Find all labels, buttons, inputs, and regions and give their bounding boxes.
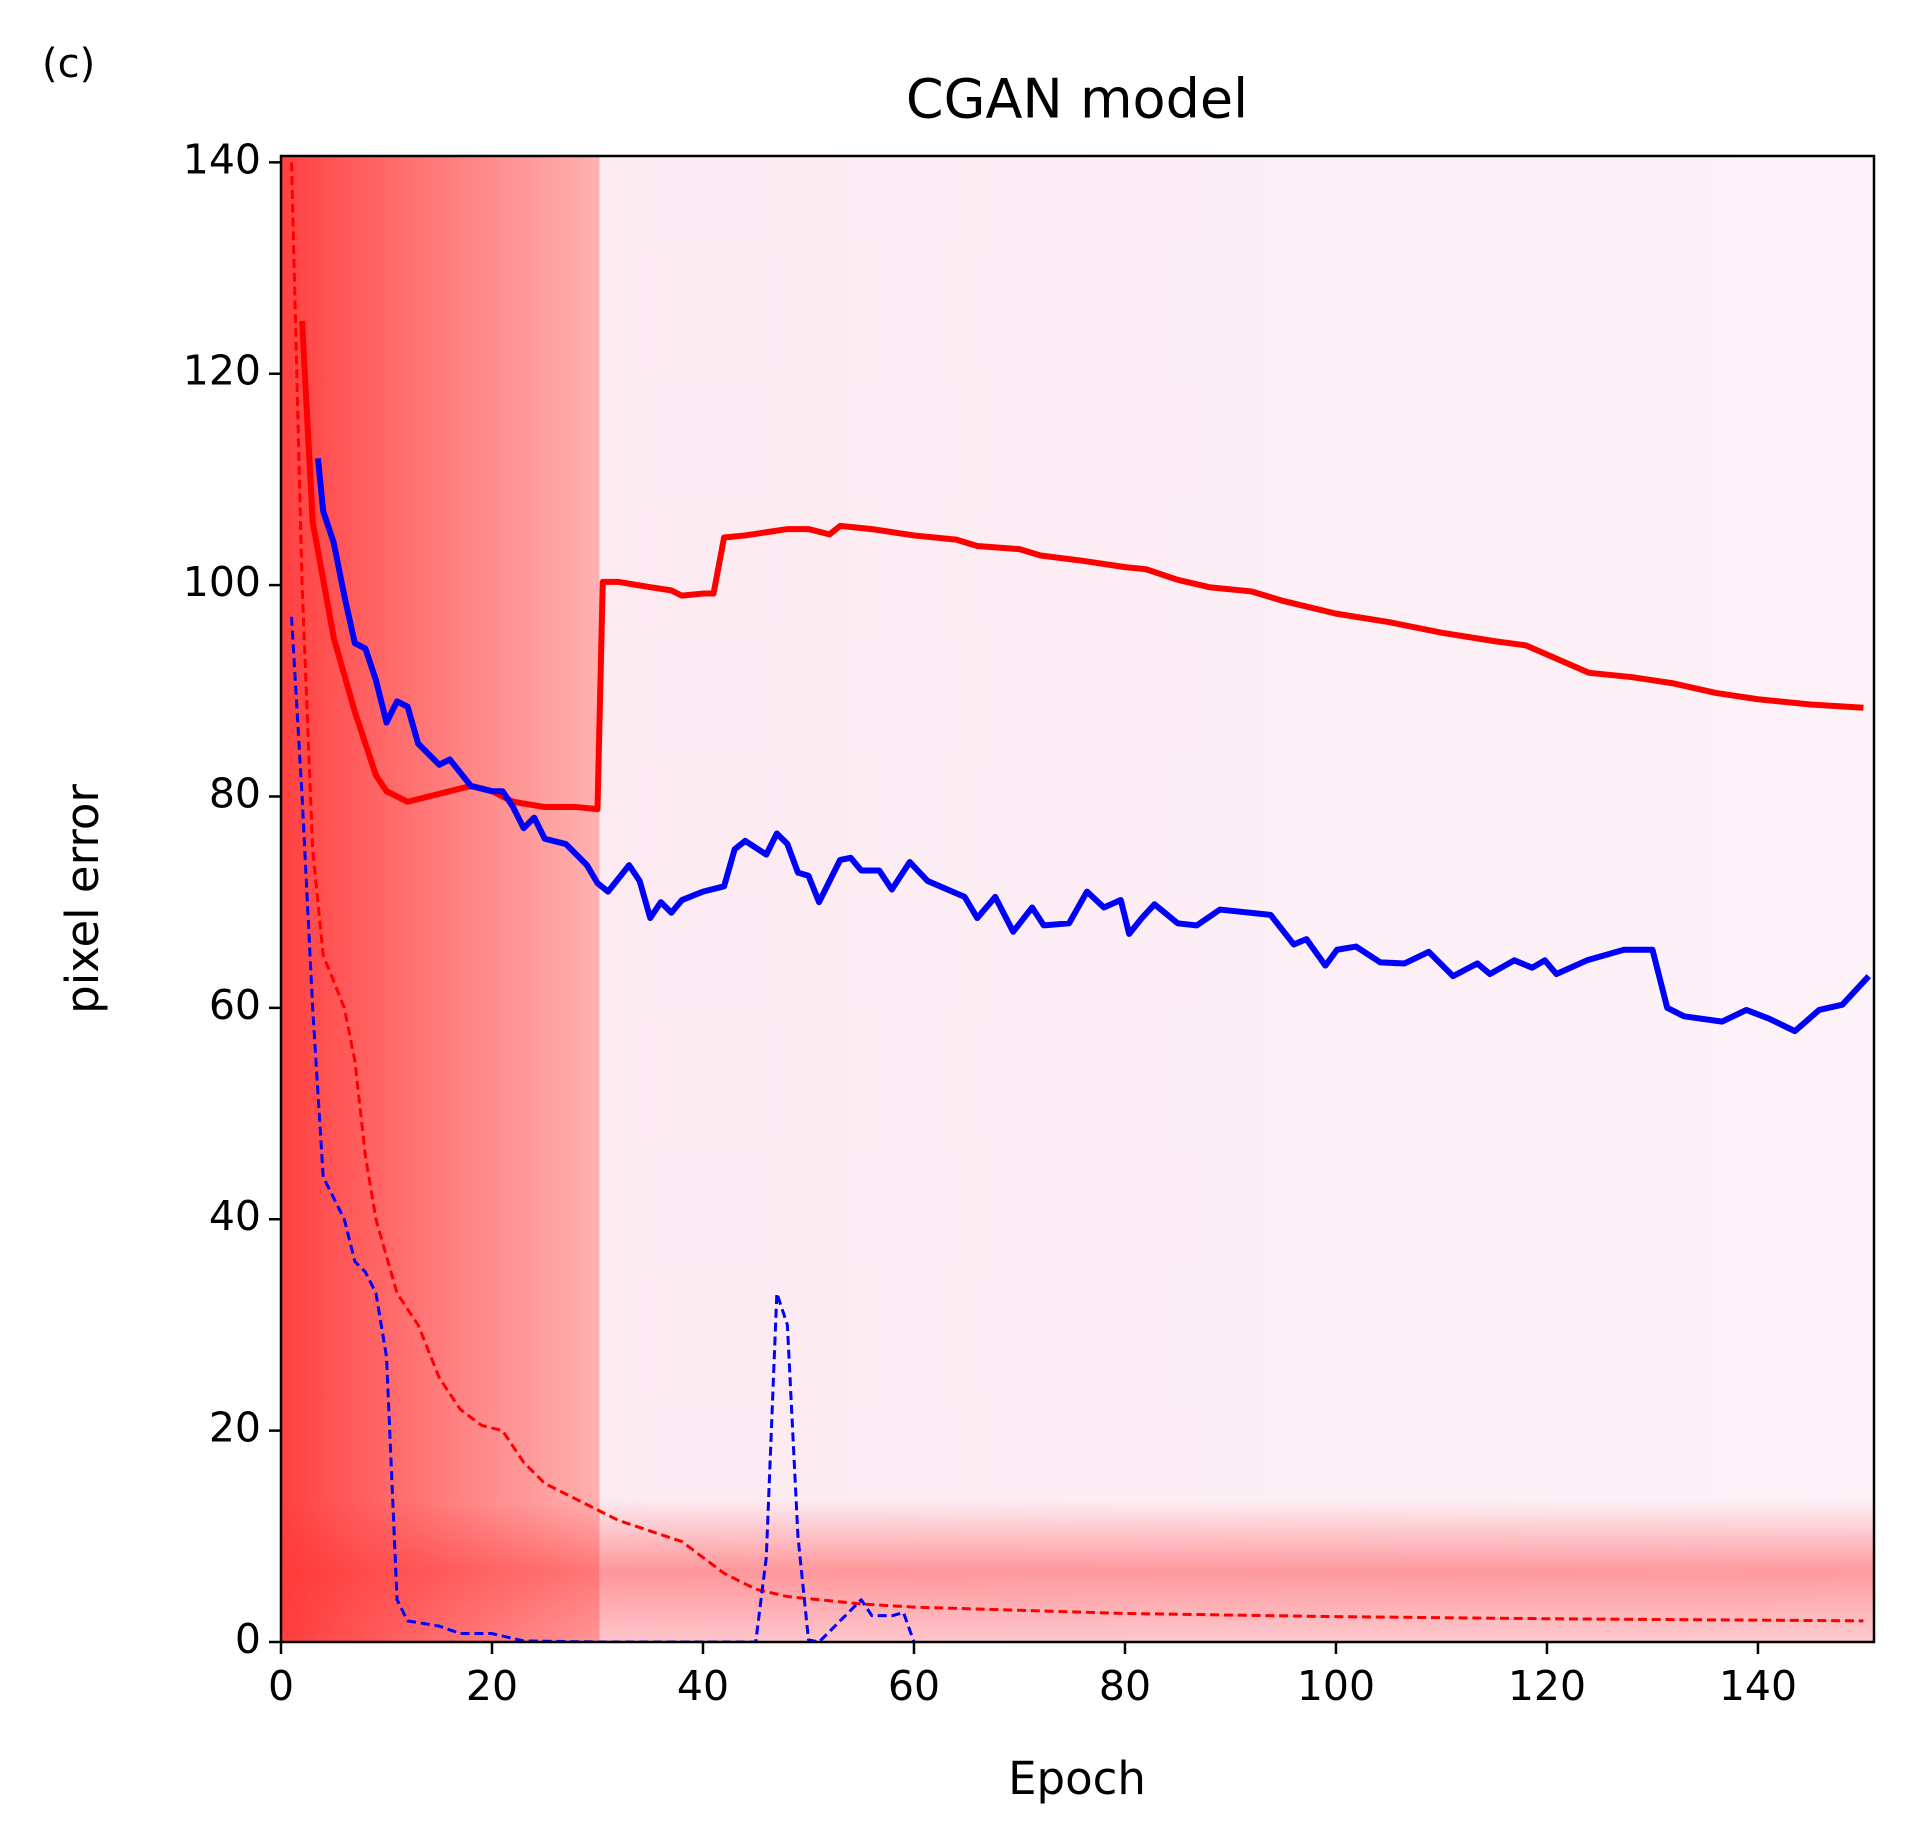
y-tick-label: 100	[183, 558, 261, 606]
plot-area	[290, 162, 1871, 1642]
y-tick-label: 140	[183, 135, 261, 183]
axes-frame	[279, 154, 1876, 1644]
y-tick-label: 40	[209, 1192, 261, 1240]
series-line	[314, 457, 1871, 1035]
y-axis-label: pixel error	[56, 784, 109, 1014]
chart-title: CGAN model	[906, 68, 1248, 131]
series-line	[290, 162, 1864, 1623]
x-tick-label: 100	[1297, 1662, 1375, 1710]
x-tick-label: 80	[1099, 1662, 1151, 1710]
x-tick-label: 60	[888, 1662, 940, 1710]
trace-band	[281, 1500, 1874, 1642]
trace-cloud	[281, 156, 1874, 1642]
y-tick-label: 120	[183, 347, 261, 395]
x-tick-label: 0	[268, 1662, 294, 1710]
panel-label: (c)	[42, 41, 95, 87]
y-tick-label: 20	[209, 1404, 261, 1452]
y-tick-label: 0	[235, 1615, 261, 1663]
background-traces	[281, 156, 1874, 1642]
y-tick-label: 60	[209, 981, 261, 1029]
x-tick-label: 20	[466, 1662, 518, 1710]
x-tick-label: 140	[1719, 1662, 1797, 1710]
x-tick-label: 40	[677, 1662, 729, 1710]
series-line	[290, 616, 916, 1642]
y-tick-label: 80	[209, 769, 261, 817]
x-axis-label: Epoch	[1008, 1752, 1146, 1805]
x-tick-label: 120	[1508, 1662, 1586, 1710]
